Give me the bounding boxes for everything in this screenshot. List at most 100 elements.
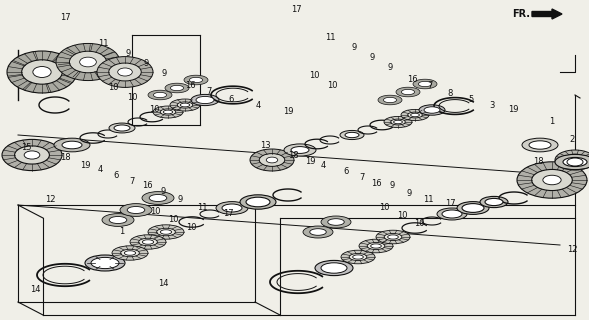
Ellipse shape: [384, 116, 412, 128]
Text: 9: 9: [369, 53, 375, 62]
Text: 10: 10: [413, 220, 424, 228]
Ellipse shape: [157, 228, 176, 236]
Ellipse shape: [284, 144, 316, 156]
Ellipse shape: [424, 107, 440, 113]
Text: 12: 12: [567, 245, 577, 254]
Text: 10: 10: [397, 212, 407, 220]
Text: 19: 19: [508, 105, 518, 114]
Text: 6: 6: [229, 94, 234, 103]
Ellipse shape: [345, 132, 359, 138]
Ellipse shape: [170, 99, 200, 111]
Text: 16: 16: [370, 179, 381, 188]
Ellipse shape: [563, 157, 587, 166]
Text: 4: 4: [320, 162, 326, 171]
Ellipse shape: [109, 216, 127, 223]
Ellipse shape: [259, 154, 284, 166]
Ellipse shape: [413, 79, 437, 89]
Ellipse shape: [114, 125, 130, 131]
Ellipse shape: [529, 141, 551, 149]
Ellipse shape: [522, 138, 558, 152]
Text: 5: 5: [468, 94, 474, 103]
Ellipse shape: [328, 266, 340, 270]
Ellipse shape: [367, 243, 385, 250]
Ellipse shape: [198, 97, 212, 103]
Ellipse shape: [418, 81, 432, 87]
Ellipse shape: [196, 96, 214, 104]
Ellipse shape: [148, 225, 184, 239]
Ellipse shape: [353, 255, 363, 259]
Ellipse shape: [517, 162, 587, 198]
Text: 4: 4: [256, 100, 260, 109]
Ellipse shape: [428, 108, 436, 112]
Text: 12: 12: [45, 196, 55, 204]
Ellipse shape: [22, 60, 62, 84]
Ellipse shape: [33, 67, 51, 77]
Ellipse shape: [97, 57, 153, 87]
Text: 3: 3: [489, 100, 495, 109]
Text: 7: 7: [130, 177, 135, 186]
Ellipse shape: [24, 151, 40, 159]
Text: 8: 8: [447, 89, 453, 98]
Ellipse shape: [54, 138, 90, 152]
Text: 14: 14: [30, 285, 40, 294]
Ellipse shape: [411, 113, 419, 117]
Ellipse shape: [324, 264, 344, 272]
Ellipse shape: [127, 206, 145, 213]
Text: 16: 16: [142, 181, 153, 190]
Text: 10: 10: [168, 215, 178, 225]
Ellipse shape: [321, 216, 351, 228]
Ellipse shape: [191, 94, 219, 106]
Ellipse shape: [130, 235, 166, 249]
Ellipse shape: [341, 250, 375, 264]
Text: 11: 11: [98, 38, 108, 47]
Ellipse shape: [2, 140, 62, 171]
Text: 10: 10: [108, 83, 118, 92]
Ellipse shape: [124, 251, 135, 255]
Text: 7: 7: [359, 173, 365, 182]
Ellipse shape: [370, 244, 381, 248]
Text: 19: 19: [80, 161, 90, 170]
Ellipse shape: [396, 87, 420, 97]
Ellipse shape: [163, 110, 173, 114]
Text: 7: 7: [427, 82, 433, 91]
Text: 11: 11: [423, 195, 434, 204]
Ellipse shape: [99, 260, 111, 266]
Text: 9: 9: [160, 188, 166, 196]
Text: 9: 9: [177, 195, 183, 204]
Text: 10: 10: [127, 92, 137, 101]
Ellipse shape: [419, 105, 445, 115]
Ellipse shape: [485, 198, 503, 205]
Ellipse shape: [457, 202, 489, 214]
Text: 1: 1: [550, 117, 555, 126]
Ellipse shape: [303, 226, 333, 238]
Ellipse shape: [56, 44, 120, 81]
Text: 7: 7: [206, 87, 211, 97]
Ellipse shape: [442, 210, 462, 218]
Ellipse shape: [190, 77, 203, 83]
Text: 9: 9: [406, 188, 412, 197]
Text: 17: 17: [445, 198, 455, 207]
Text: 9: 9: [161, 68, 167, 77]
Text: 16: 16: [406, 75, 418, 84]
Ellipse shape: [70, 51, 107, 73]
Ellipse shape: [555, 150, 589, 170]
Ellipse shape: [391, 119, 405, 125]
Ellipse shape: [102, 214, 134, 227]
Ellipse shape: [437, 208, 467, 220]
Text: 6: 6: [343, 167, 349, 177]
Text: 19: 19: [283, 108, 293, 116]
Ellipse shape: [95, 259, 115, 267]
Ellipse shape: [109, 63, 141, 81]
Ellipse shape: [543, 175, 561, 185]
Ellipse shape: [7, 51, 77, 93]
Ellipse shape: [15, 146, 49, 164]
Ellipse shape: [349, 253, 367, 260]
Text: 13: 13: [260, 140, 270, 149]
Ellipse shape: [138, 238, 157, 246]
Text: 18: 18: [532, 157, 543, 166]
Ellipse shape: [177, 102, 193, 108]
Ellipse shape: [62, 141, 82, 149]
Text: 10: 10: [150, 207, 160, 217]
Text: 1: 1: [120, 228, 125, 236]
Ellipse shape: [310, 229, 326, 235]
